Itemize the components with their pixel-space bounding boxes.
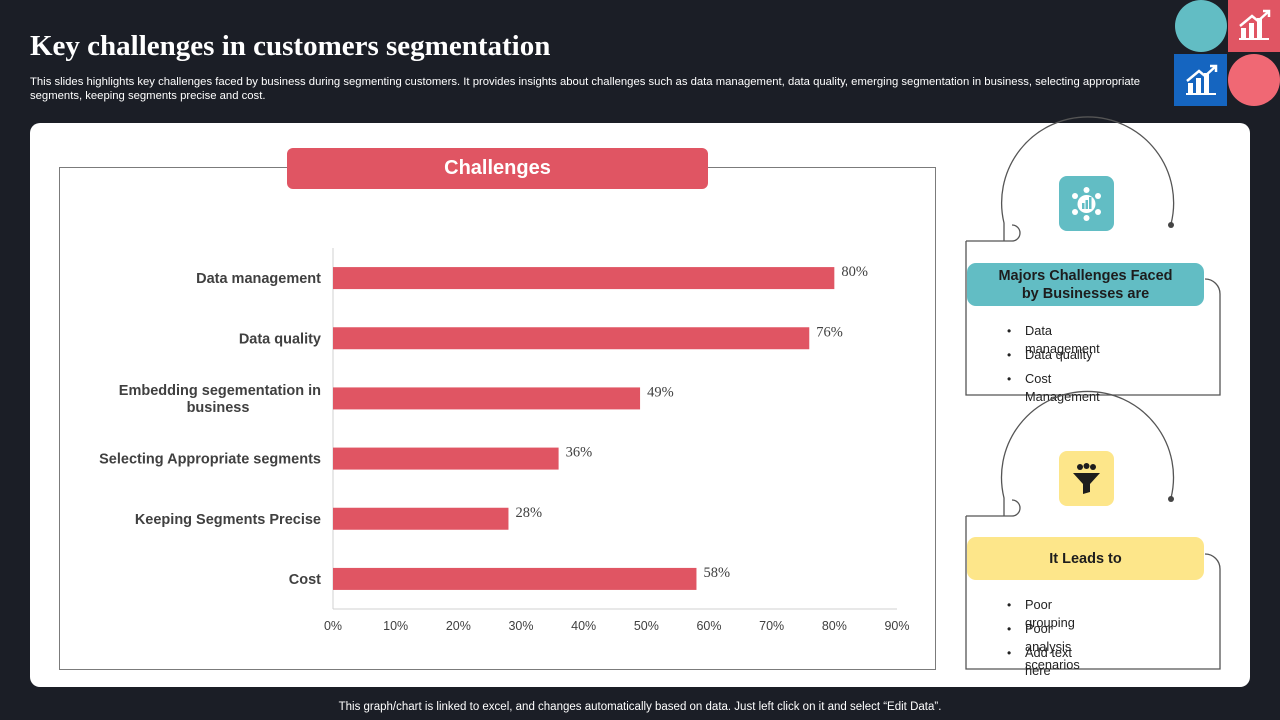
bar <box>333 447 559 470</box>
bar <box>333 267 835 290</box>
list-item: Add text here <box>1007 644 1080 678</box>
list-item: Poor analysis scenarios <box>1007 620 1080 672</box>
category-label: Embedding segementation in <box>119 383 321 399</box>
data-label: 28% <box>515 505 542 521</box>
leads-list: Poor grouping Poor analysis scenarios Ad… <box>1007 596 1080 678</box>
x-tick-label: 20% <box>446 619 471 633</box>
bar <box>333 387 641 410</box>
bar <box>333 507 509 530</box>
data-label: 58% <box>703 565 730 581</box>
category-label: business <box>187 400 250 416</box>
data-label: 49% <box>647 384 674 400</box>
data-label: 36% <box>566 445 593 461</box>
x-tick-label: 70% <box>759 619 784 633</box>
category-label: Cost <box>289 572 321 588</box>
data-label: 80% <box>841 264 868 280</box>
bar <box>333 327 810 350</box>
page-subtitle: This slides highlights key challenges fa… <box>30 76 1141 102</box>
x-tick-label: 90% <box>884 619 909 633</box>
x-tick-label: 40% <box>571 619 596 633</box>
growth-chart-icon <box>1228 0 1280 52</box>
challenges-list: Data management Data quality Cost Manage… <box>1007 322 1100 404</box>
x-tick-label: 10% <box>383 619 408 633</box>
list-item: Data quality <box>1007 346 1100 370</box>
pink-circle-decoration <box>1228 54 1280 106</box>
growth-chart-icon <box>1174 54 1227 106</box>
category-label: Data quality <box>239 331 321 347</box>
x-tick-label: 50% <box>634 619 659 633</box>
people-chart-icon <box>1059 176 1114 231</box>
category-label: Keeping Segments Precise <box>135 512 321 528</box>
x-tick-label: 0% <box>324 619 342 633</box>
challenges-panel-heading: Majors Challenges Faced by Businesses ar… <box>967 263 1204 306</box>
teal-circle-decoration <box>1175 0 1227 52</box>
x-tick-label: 60% <box>696 619 721 633</box>
list-item: Poor grouping <box>1007 596 1080 630</box>
category-label: Selecting Appropriate segments <box>99 452 321 468</box>
bar <box>333 567 697 590</box>
page-title: Key challenges in customers segmentation <box>30 30 551 62</box>
data-label: 76% <box>816 324 843 340</box>
list-item: Cost Management <box>1007 370 1100 404</box>
x-tick-label: 30% <box>508 619 533 633</box>
leads-panel-heading: It Leads to <box>967 537 1204 580</box>
footer-note: This graph/chart is linked to excel, and… <box>338 701 942 713</box>
chart-banner: Challenges <box>287 148 708 189</box>
funnel-icon <box>1059 451 1114 506</box>
category-label: Data management <box>196 271 321 287</box>
x-tick-label: 80% <box>822 619 847 633</box>
